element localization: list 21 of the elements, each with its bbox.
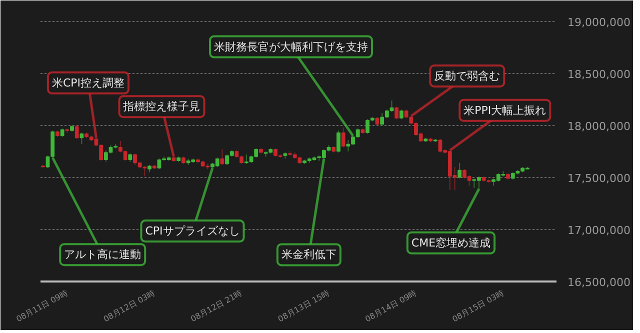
annotation: 米財務長官が大幅利下げを支持 bbox=[214, 40, 368, 54]
annotation: 米CPI控え調整 bbox=[52, 76, 124, 90]
annotation: 反動で弱含む bbox=[434, 70, 500, 83]
annotation: 米金利低下 bbox=[281, 248, 336, 262]
y-tick-label: 18,500,000 bbox=[568, 68, 630, 81]
x-tick-label: 08月15日 03時 bbox=[450, 288, 506, 324]
y-tick-label: 17,500,000 bbox=[568, 172, 630, 185]
x-tick-label: 08月11日 09時 bbox=[14, 288, 70, 324]
y-tick-label: 18,000,000 bbox=[568, 120, 630, 133]
y-tick-label: 19,000,000 bbox=[568, 16, 630, 29]
annotation: CPIサプライズなし bbox=[145, 224, 240, 238]
annotation: 指標控え様子見 bbox=[122, 100, 200, 114]
annotation: アルト高に連動 bbox=[64, 248, 142, 262]
annotation: 米PPI大幅上振れ bbox=[464, 104, 546, 117]
x-tick-label: 08月12日 03時 bbox=[102, 288, 157, 324]
x-tick-label: 08月13日 15時 bbox=[276, 288, 331, 324]
x-tick-label: 08月14日 09時 bbox=[364, 288, 418, 324]
x-tick-label: 08月12日 21時 bbox=[189, 288, 244, 324]
y-tick-label: 16,500,000 bbox=[568, 276, 630, 289]
y-tick-label: 17,000,000 bbox=[568, 224, 630, 237]
annotation: CME窓埋め達成 bbox=[411, 236, 491, 250]
